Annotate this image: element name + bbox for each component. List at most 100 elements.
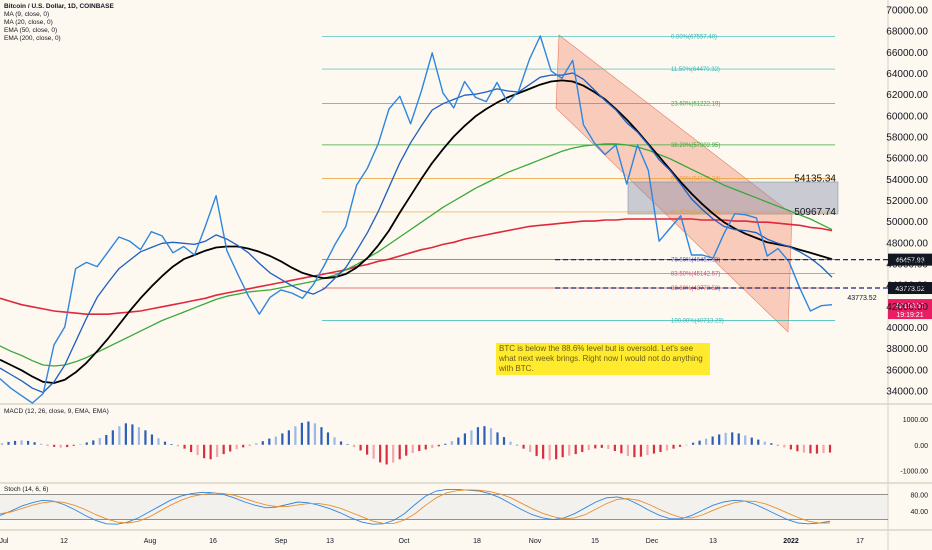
- macd-bar[interactable]: [802, 444, 806, 453]
- macd-bar[interactable]: [548, 444, 551, 461]
- macd-bar[interactable]: [809, 444, 812, 454]
- macd-bar[interactable]: [229, 444, 232, 452]
- macd-bar[interactable]: [744, 435, 747, 445]
- macd-bar[interactable]: [431, 444, 434, 448]
- macd-bar[interactable]: [398, 444, 401, 460]
- macd-bar[interactable]: [372, 444, 375, 459]
- macd-bar[interactable]: [124, 423, 127, 445]
- macd-bar[interactable]: [750, 437, 753, 445]
- macd-bar[interactable]: [796, 444, 799, 452]
- macd-bar[interactable]: [385, 444, 388, 465]
- macd-bar[interactable]: [698, 440, 701, 445]
- macd-bar[interactable]: [633, 444, 636, 458]
- macd-bar[interactable]: [222, 444, 225, 455]
- macd-bar[interactable]: [242, 444, 245, 448]
- retracement-box[interactable]: [627, 181, 839, 215]
- macd-bar[interactable]: [59, 444, 62, 448]
- macd-bar[interactable]: [718, 434, 721, 445]
- macd-bar[interactable]: [418, 444, 421, 451]
- macd-bar[interactable]: [53, 444, 56, 447]
- macd-bar[interactable]: [150, 434, 154, 445]
- macd-bar[interactable]: [476, 427, 480, 445]
- macd-bar[interactable]: [281, 433, 284, 445]
- series-line[interactable]: [0, 218, 833, 316]
- series-line[interactable]: [0, 143, 833, 367]
- macd-legend[interactable]: MACD (12, 26, close, 9, EMA, EMA): [4, 408, 109, 415]
- macd-bar[interactable]: [678, 444, 682, 447]
- macd-bar[interactable]: [691, 442, 695, 445]
- macd-bar[interactable]: [392, 444, 395, 463]
- macd-bar[interactable]: [274, 436, 277, 445]
- macd-bar[interactable]: [522, 444, 525, 449]
- macd-bar[interactable]: [613, 444, 616, 451]
- macd-bar[interactable]: [46, 444, 49, 446]
- macd-bar[interactable]: [85, 442, 88, 445]
- macd-bar[interactable]: [111, 430, 114, 445]
- macd-bar[interactable]: [587, 444, 590, 450]
- macd-bar[interactable]: [294, 426, 297, 445]
- macd-bar[interactable]: [33, 442, 36, 445]
- macd-bar[interactable]: [170, 444, 173, 445]
- macd-bar[interactable]: [20, 440, 23, 445]
- macd-bar[interactable]: [639, 444, 643, 457]
- macd-bar[interactable]: [196, 444, 199, 456]
- macd-bar[interactable]: [7, 441, 10, 445]
- macd-bar[interactable]: [535, 444, 538, 456]
- macd-bar[interactable]: [815, 444, 819, 454]
- macd-bar[interactable]: [665, 444, 669, 451]
- macd-bar[interactable]: [646, 444, 649, 456]
- macd-bar[interactable]: [0, 443, 4, 445]
- macd-bar[interactable]: [783, 444, 786, 448]
- macd-bar[interactable]: [105, 434, 108, 445]
- macd-bar[interactable]: [268, 438, 271, 445]
- macd-bar[interactable]: [502, 437, 506, 445]
- macd-bar[interactable]: [131, 424, 134, 445]
- macd-bar[interactable]: [66, 444, 69, 448]
- macd-bar[interactable]: [561, 444, 564, 458]
- macd-bar[interactable]: [72, 444, 75, 446]
- legend-ema200[interactable]: EMA (200, close, 0): [4, 35, 61, 42]
- macd-bar[interactable]: [209, 444, 212, 460]
- macd-bar[interactable]: [13, 440, 17, 445]
- macd-bar[interactable]: [594, 444, 597, 449]
- macd-bar[interactable]: [489, 428, 493, 445]
- macd-bar[interactable]: [366, 444, 369, 455]
- macd-bar[interactable]: [255, 443, 258, 445]
- macd-bar[interactable]: [574, 444, 577, 455]
- macd-bar[interactable]: [620, 444, 623, 454]
- macd-bar[interactable]: [98, 438, 101, 445]
- macd-bar[interactable]: [313, 423, 317, 445]
- macd-bar[interactable]: [405, 444, 408, 456]
- macd-bar[interactable]: [346, 444, 349, 445]
- macd-bar[interactable]: [261, 441, 264, 445]
- macd-bar[interactable]: [685, 444, 688, 446]
- series-line[interactable]: [0, 79, 833, 384]
- macd-bar[interactable]: [79, 444, 82, 445]
- macd-bar[interactable]: [450, 441, 453, 445]
- macd-bar[interactable]: [411, 444, 414, 454]
- macd-bar[interactable]: [424, 444, 427, 450]
- macd-bar[interactable]: [822, 444, 825, 454]
- macd-bar[interactable]: [542, 444, 545, 459]
- stoch-line[interactable]: [0, 489, 830, 524]
- macd-bar[interactable]: [300, 422, 304, 445]
- macd-bar[interactable]: [203, 444, 206, 459]
- macd-bar[interactable]: [607, 444, 610, 449]
- macd-bar[interactable]: [626, 444, 629, 456]
- macd-bar[interactable]: [352, 444, 356, 448]
- macd-bar[interactable]: [320, 427, 323, 445]
- macd-bar[interactable]: [672, 444, 675, 449]
- macd-bar[interactable]: [163, 441, 167, 445]
- macd-bar[interactable]: [157, 438, 160, 445]
- macd-bar[interactable]: [457, 437, 460, 445]
- macd-bar[interactable]: [555, 444, 558, 460]
- macd-bar[interactable]: [40, 443, 43, 445]
- macd-bar[interactable]: [118, 426, 121, 445]
- macd-bar[interactable]: [359, 444, 362, 451]
- macd-bar[interactable]: [183, 444, 186, 449]
- macd-bar[interactable]: [659, 444, 662, 453]
- macd-bar[interactable]: [776, 444, 779, 446]
- macd-bar[interactable]: [528, 444, 532, 453]
- stoch-line[interactable]: [0, 488, 831, 525]
